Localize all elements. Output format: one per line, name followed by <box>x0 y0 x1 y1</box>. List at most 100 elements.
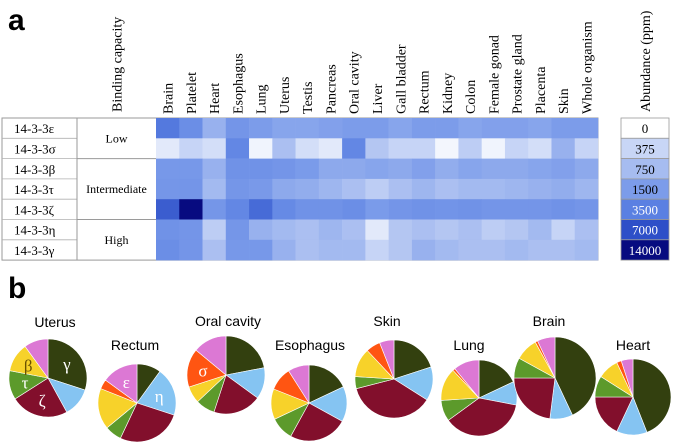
heatmap-cell <box>156 158 180 180</box>
heatmap-cell <box>551 199 576 220</box>
tissue-column-label: Oral cavity <box>348 51 363 114</box>
heatmap-cell <box>365 118 389 139</box>
heatmap-cell <box>388 239 413 261</box>
heatmap-cell <box>249 239 273 261</box>
heatmap-cell <box>388 219 413 241</box>
heatmap-cell <box>318 178 343 200</box>
heatmap-cell <box>481 158 506 180</box>
heatmap-cell <box>504 138 529 159</box>
panel-a-label: a <box>8 4 25 37</box>
heatmap-cell <box>528 178 552 200</box>
heatmap-cell <box>458 158 482 180</box>
pie-slice <box>308 364 344 404</box>
tissue-column-label: Placenta <box>534 66 549 114</box>
tissue-column-label: Pancreas <box>324 64 339 114</box>
pie-slice <box>14 377 68 418</box>
heatmap-cell <box>388 158 413 180</box>
heatmap-cell <box>179 138 203 159</box>
pie-slice <box>620 358 634 398</box>
pie-title: Skin <box>373 313 400 329</box>
heatmap-cell <box>249 199 273 220</box>
heatmap-cell <box>435 158 459 180</box>
legend-label: 14000 <box>629 243 662 258</box>
heatmap-cell <box>179 239 203 261</box>
heatmap-cell <box>388 199 413 220</box>
row-label: 14-3-3γ <box>14 243 55 258</box>
tissue-column-label: Gall bladder <box>394 44 409 114</box>
pie-title: Oral cavity <box>195 313 261 329</box>
tissue-column-label: Esophagus <box>231 53 246 114</box>
legend-label: 7000 <box>632 223 658 238</box>
heatmap-cell <box>528 239 552 261</box>
heatmap-cell <box>411 118 436 139</box>
legend-label: 375 <box>635 141 655 156</box>
heatmap-cell <box>574 178 599 200</box>
row-label: 14-3-3ζ <box>14 202 55 217</box>
tissue-column-label: Heart <box>208 83 223 114</box>
heatmap-cell <box>318 138 343 159</box>
heatmap-cell <box>179 178 203 200</box>
legend-swatch <box>620 239 670 261</box>
pie-slice <box>454 359 480 399</box>
heatmap-cell <box>295 178 320 200</box>
heatmap-cell <box>411 239 436 261</box>
heatmap-cell <box>574 219 599 241</box>
heatmap-cell <box>249 219 273 241</box>
heatmap-cell <box>318 219 343 241</box>
tissue-column-label: Whole organism <box>580 21 595 114</box>
pie-slice-label: β <box>24 356 33 375</box>
heatmap-cell <box>481 219 506 241</box>
pie-slice <box>355 378 428 419</box>
pie-slice-label: η <box>155 387 164 406</box>
pie-slice <box>594 396 634 432</box>
heatmap-cell <box>225 178 250 200</box>
legend-title: Abundance (ppm) <box>639 10 654 112</box>
heatmap-cell <box>551 138 576 159</box>
heatmap-cell <box>365 138 389 159</box>
heatmap-cell <box>156 199 180 220</box>
heatmap-cell <box>574 138 599 159</box>
heatmap-cell <box>551 178 576 200</box>
heatmap-cell <box>342 138 366 159</box>
heatmap-cell <box>225 239 250 261</box>
pie-slice <box>288 364 310 405</box>
heatmap-cell <box>388 138 413 159</box>
heatmap-cell <box>504 219 529 241</box>
pie-slice-label: ε <box>123 373 130 392</box>
heatmap-cell <box>225 219 250 241</box>
tissue-column-label: Lung <box>255 84 270 114</box>
heatmap-cell <box>179 199 203 220</box>
pie-slice <box>393 339 432 380</box>
heatmap-cell <box>365 239 389 261</box>
heatmap-cell <box>528 158 552 180</box>
heatmap-cell <box>528 138 552 159</box>
pie-slice <box>513 377 556 420</box>
heatmap-cell <box>342 178 366 200</box>
pie-slice <box>47 338 88 391</box>
heatmap-cell <box>504 158 529 180</box>
heatmap-cell <box>365 158 389 180</box>
heatmap-cell <box>202 118 227 139</box>
heatmap-cell <box>202 158 227 180</box>
pie-slice <box>447 397 517 437</box>
pie-title: Lung <box>453 337 484 353</box>
heatmap-cell <box>342 118 366 139</box>
pie-title: Esophagus <box>275 337 345 353</box>
heatmap-cell <box>272 178 296 200</box>
tissue-column-label: Kidney <box>441 73 456 114</box>
heatmap-cell <box>202 138 227 159</box>
pie-title: Brain <box>533 313 566 329</box>
heatmap-cell <box>318 239 343 261</box>
heatmap-cell <box>411 158 436 180</box>
heatmap-cell <box>411 199 436 220</box>
heatmap-cell <box>481 199 506 220</box>
tissue-column-label: Skin <box>557 88 572 114</box>
pie-slice <box>119 402 175 442</box>
tissue-column-label: Rectum <box>418 70 433 114</box>
heatmap-cell <box>458 219 482 241</box>
heatmap-cell <box>295 219 320 241</box>
heatmap-cell <box>156 178 180 200</box>
pie-title: Rectum <box>111 337 159 353</box>
heatmap-cell <box>458 118 482 139</box>
heatmap-cell <box>156 118 180 139</box>
